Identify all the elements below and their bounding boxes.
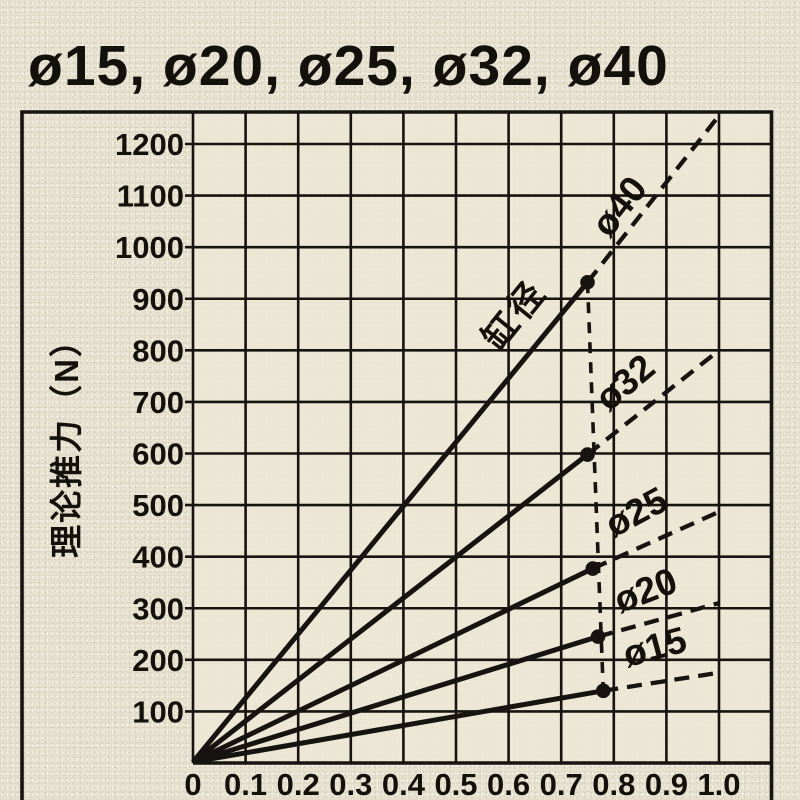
data-dot-ø40 — [580, 274, 595, 290]
y-tick-600: 600 — [132, 437, 184, 472]
y-tick-1000: 1000 — [115, 230, 184, 265]
y-tick-700: 700 — [132, 385, 184, 420]
y-tick-500: 500 — [132, 488, 184, 523]
y-tick-900: 900 — [132, 282, 184, 317]
series-solid-ø25 — [191, 566, 594, 765]
series-solid-ø32 — [191, 452, 590, 764]
series-dots — [580, 274, 611, 699]
y-tick-400: 400 — [132, 540, 184, 575]
y-tick-1100: 1100 — [117, 179, 184, 214]
x-tick-0.6: 0.6 — [487, 767, 530, 800]
series-dashed-ø32 — [586, 348, 721, 457]
x-tick-0.8: 0.8 — [592, 767, 635, 800]
x-tick-0.2: 0.2 — [277, 767, 320, 800]
y-tick-200: 200 — [132, 643, 184, 678]
y-tick-labels: 100 200 300 400 500 600 700 800 900 1000 1100 1200 — [115, 127, 184, 729]
data-dot-ø25 — [585, 561, 601, 576]
grid — [185, 112, 772, 763]
series-solid-ø20 — [192, 634, 599, 765]
pressure-connector-line — [585, 282, 606, 691]
x-tick-0.9: 0.9 — [645, 767, 688, 800]
series-lines — [191, 114, 721, 765]
y-tick-300: 300 — [132, 591, 184, 626]
y-axis-title: 理论推力（N） — [48, 322, 85, 558]
plot-area — [193, 112, 772, 763]
x-tick-0.7: 0.7 — [540, 767, 583, 800]
series-solid-ø15 — [192, 688, 604, 765]
page-title: ø15, ø20, ø25, ø32, ø40 — [28, 34, 669, 98]
y-tick-1200: 1200 — [115, 127, 184, 162]
y-tick-100: 100 — [132, 694, 184, 729]
y-tick-800: 800 — [132, 333, 184, 368]
x-tick-0.5: 0.5 — [434, 767, 477, 800]
x-tick-0.1: 0.1 — [224, 767, 267, 800]
data-dot-ø15 — [595, 683, 611, 699]
x-tick-0.3: 0.3 — [329, 767, 372, 800]
x-tick-1.0: 1.0 — [697, 767, 740, 800]
series-solid-ø40 — [191, 280, 590, 764]
data-dot-ø20 — [590, 629, 606, 644]
series-dashed-ø20 — [597, 601, 720, 639]
data-dot-ø32 — [580, 447, 595, 462]
x-tick-labels: 0 0.1 0.2 0.3 0.4 0.5 0.6 0.7 0.8 0.9 1.0 — [184, 767, 740, 800]
outer-box — [20, 110, 774, 800]
series-dashed-ø15 — [602, 670, 720, 693]
frame — [20, 110, 774, 800]
x-tick-0.4: 0.4 — [382, 767, 426, 800]
series-dashed-ø40 — [585, 114, 721, 284]
x-tick-0: 0 — [184, 767, 201, 800]
